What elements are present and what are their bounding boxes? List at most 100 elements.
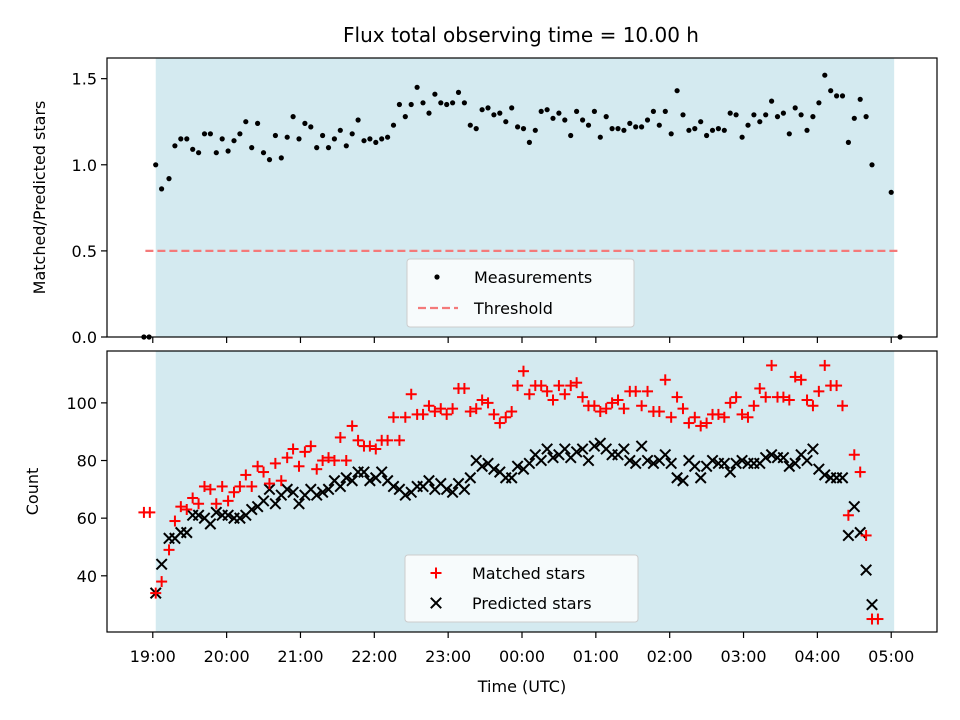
measurement-point bbox=[869, 162, 875, 168]
matched-star-point bbox=[642, 385, 654, 397]
measurement-point bbox=[639, 124, 645, 130]
measurement-point bbox=[166, 176, 172, 182]
matched-star-point bbox=[163, 544, 175, 556]
predicted-star-point bbox=[535, 454, 548, 467]
legend-bottom-box bbox=[404, 554, 639, 623]
measurement-point bbox=[178, 136, 184, 142]
matched-star-point bbox=[246, 480, 258, 492]
measurement-point bbox=[497, 110, 503, 116]
matched-star-point bbox=[346, 420, 358, 432]
predicted-star-point bbox=[801, 454, 813, 467]
measurement-point bbox=[243, 119, 249, 125]
measurement-point bbox=[845, 139, 852, 145]
matched-star-point bbox=[500, 411, 512, 423]
measurement-point bbox=[455, 89, 462, 95]
legend-top: Measurements Threshold bbox=[406, 258, 635, 328]
measurement-point bbox=[219, 136, 225, 142]
predicted-star-point bbox=[629, 457, 642, 470]
measurement-point bbox=[763, 112, 769, 118]
matched-star-point bbox=[831, 380, 843, 392]
matched-star-point bbox=[299, 446, 311, 458]
predicted-star-point bbox=[541, 443, 554, 455]
measurement-point bbox=[308, 124, 314, 130]
measurement-point bbox=[574, 108, 580, 114]
predicted-star-point bbox=[263, 483, 276, 496]
matched-star-point bbox=[842, 509, 854, 521]
predicted-star-point bbox=[783, 460, 796, 473]
matched-star-point bbox=[783, 394, 795, 406]
predicted-star-point bbox=[363, 474, 376, 487]
predicted-star-point bbox=[736, 454, 748, 467]
predicted-star-point bbox=[582, 454, 595, 467]
x-tick-label: 02:00 bbox=[647, 647, 693, 666]
measurement-point bbox=[367, 136, 373, 142]
matched-star-point bbox=[328, 455, 340, 467]
counts-y-tick-label: 100 bbox=[66, 394, 97, 413]
matched-star-point bbox=[565, 380, 577, 392]
measurement-point bbox=[526, 139, 533, 145]
measurement-point bbox=[272, 132, 278, 139]
measurement-point bbox=[207, 131, 213, 137]
measurement-point bbox=[698, 119, 704, 125]
predicted-star-point bbox=[316, 486, 329, 499]
predicted-star-point bbox=[807, 443, 819, 455]
x-tick-label: 04:00 bbox=[794, 647, 840, 666]
matched-star-point bbox=[464, 406, 476, 418]
matched-star-point bbox=[819, 359, 831, 371]
measurement-point bbox=[432, 91, 438, 97]
measurement-point bbox=[538, 108, 544, 114]
matched-star-point bbox=[193, 498, 205, 510]
measurement-point bbox=[485, 105, 491, 111]
predicted-star-point bbox=[706, 454, 719, 467]
predicted-star-point bbox=[458, 483, 471, 496]
matched-star-point bbox=[352, 434, 364, 446]
predicted-star-point bbox=[547, 451, 559, 464]
matched-star-point bbox=[175, 501, 187, 513]
predicted-star-point bbox=[423, 474, 435, 487]
matched-star-point bbox=[488, 408, 500, 420]
matched-star-point bbox=[323, 452, 335, 464]
legend-top-box bbox=[406, 258, 635, 328]
measurement-point bbox=[597, 134, 603, 140]
measurement-point bbox=[396, 101, 402, 108]
measurement-point bbox=[668, 131, 674, 137]
predicted-star-point bbox=[694, 471, 707, 484]
matched-star-point bbox=[523, 388, 535, 400]
predicted-star-point bbox=[836, 471, 849, 484]
measurement-point bbox=[373, 139, 379, 145]
matched-star-point bbox=[435, 403, 447, 415]
measurement-point bbox=[615, 126, 621, 132]
ratio-axes-frame bbox=[106, 57, 938, 338]
predicted-star-point bbox=[777, 451, 790, 464]
matched-star-point bbox=[512, 380, 524, 392]
measurement-point bbox=[780, 110, 787, 116]
measurement-point bbox=[550, 115, 556, 121]
matched-star-point bbox=[470, 403, 482, 415]
predicted-star-point bbox=[464, 471, 477, 484]
matched-star-point bbox=[683, 417, 695, 429]
measurement-point bbox=[190, 146, 196, 152]
predicted-star-point bbox=[358, 466, 370, 478]
matched-star-point bbox=[210, 498, 222, 510]
matched-stars-points bbox=[138, 359, 884, 625]
matched-star-point bbox=[754, 382, 766, 394]
legend-x-glyph bbox=[430, 597, 442, 609]
matched-star-point bbox=[653, 406, 665, 418]
measurement-point bbox=[544, 107, 550, 113]
matched-star-point bbox=[789, 371, 801, 383]
measurement-point bbox=[201, 131, 208, 137]
measurement-point bbox=[580, 117, 586, 123]
matched-star-point bbox=[388, 411, 400, 423]
predicted-star-point bbox=[476, 460, 489, 473]
predicted-star-point bbox=[647, 457, 660, 470]
measurement-point bbox=[863, 114, 869, 120]
matched-star-point bbox=[801, 394, 813, 406]
ratio-y-axis-label: Matched/Predicted stars bbox=[30, 101, 49, 295]
measurement-point bbox=[325, 145, 332, 151]
measurement-point bbox=[266, 157, 273, 163]
x-axis-label: Time (UTC) bbox=[477, 677, 566, 696]
predicted-star-point bbox=[848, 500, 861, 513]
measurement-point bbox=[213, 150, 219, 156]
measurement-point bbox=[674, 88, 680, 94]
